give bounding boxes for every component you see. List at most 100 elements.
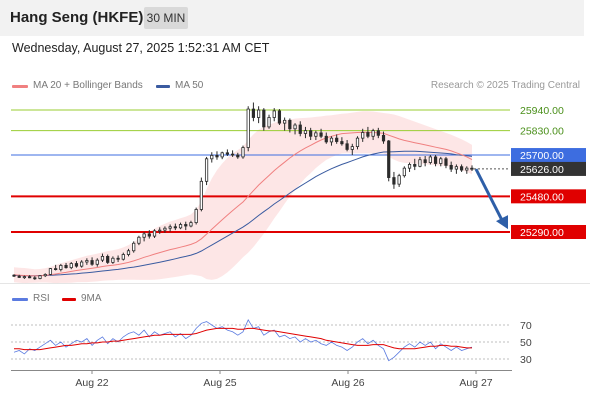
ma50-legend-label: MA 50 — [175, 80, 204, 91]
candle-body — [366, 132, 370, 137]
candle — [309, 127, 313, 141]
candle — [54, 264, 58, 271]
candle — [215, 151, 219, 160]
candle-body — [33, 277, 37, 280]
level-label-25700.00: 25700.00 — [520, 150, 564, 162]
candle-body — [80, 261, 84, 267]
candle — [329, 136, 334, 146]
rsi-tick-label-70: 70 — [520, 320, 532, 332]
candle — [178, 222, 183, 230]
candle — [17, 274, 21, 278]
candle — [381, 131, 386, 144]
candle-body — [387, 140, 391, 178]
candle-body — [272, 110, 276, 118]
candle-body — [17, 275, 21, 278]
candle — [407, 162, 412, 172]
candle-body — [381, 134, 386, 142]
candle-body — [236, 154, 240, 158]
candle-body — [132, 242, 136, 252]
candle — [345, 140, 349, 152]
candle — [106, 254, 110, 264]
candle — [64, 262, 68, 269]
candle-body — [116, 257, 120, 260]
candle — [293, 123, 297, 135]
candle — [69, 262, 73, 270]
candle-body — [158, 229, 162, 232]
candle — [402, 166, 406, 178]
candle — [418, 156, 422, 168]
candle-body — [444, 158, 448, 166]
candle — [392, 171, 396, 189]
candle — [95, 258, 99, 267]
header-bar: Hang Seng (HKFE) 30 MIN — [0, 0, 584, 36]
candle — [168, 224, 172, 232]
candle-body — [345, 143, 349, 150]
candle-body — [59, 265, 63, 270]
candle — [90, 257, 94, 266]
ma20-legend-label: MA 20 + Bollinger Bands — [33, 80, 143, 91]
candle — [335, 134, 339, 144]
rsi-ma-line — [14, 327, 472, 351]
candle-body — [90, 260, 94, 265]
candle — [465, 166, 469, 174]
candle-body — [199, 180, 203, 210]
candle — [449, 161, 453, 172]
candle-body — [43, 274, 47, 277]
candle — [340, 137, 344, 146]
candle-body — [168, 226, 172, 229]
candle — [210, 152, 214, 163]
candle-body — [204, 158, 209, 182]
candle-body — [184, 224, 188, 227]
candle — [262, 108, 266, 131]
candle — [59, 263, 63, 272]
candle-body — [428, 156, 432, 163]
candle-body — [309, 130, 313, 137]
candle — [246, 106, 250, 152]
candle — [43, 273, 47, 278]
instrument-title: Hang Seng (HKFE) — [10, 9, 144, 26]
level-label-25480.00: 25480.00 — [520, 191, 564, 203]
candle — [277, 109, 282, 126]
candle — [100, 253, 105, 263]
forecast-arrow-shaft — [474, 168, 505, 223]
candle-body — [262, 109, 266, 128]
candle-body — [433, 156, 438, 164]
candle — [371, 128, 375, 141]
candle — [272, 108, 276, 122]
candle-body — [283, 119, 287, 124]
level-label-box-25290.00 — [511, 225, 586, 239]
candle — [142, 232, 146, 242]
candle-body — [85, 260, 89, 263]
candle — [225, 149, 229, 156]
candle-body — [402, 167, 406, 177]
level-label-25626.00: 25626.00 — [520, 164, 564, 176]
candle — [173, 223, 177, 231]
candle — [433, 155, 438, 167]
x-tick-label: Aug 25 — [203, 377, 236, 389]
candle — [199, 177, 203, 212]
candle-body — [251, 108, 256, 118]
ma50-legend-swatch — [156, 85, 170, 88]
level-label-box-25480.00 — [511, 189, 586, 204]
candle — [251, 102, 256, 122]
candle — [459, 164, 464, 172]
candle — [361, 128, 365, 142]
candle — [444, 156, 448, 169]
ma20-legend-swatch — [12, 85, 28, 88]
candle — [454, 164, 458, 174]
candle — [152, 229, 157, 239]
candle — [376, 127, 380, 139]
candle-body — [163, 227, 167, 231]
candle-body — [314, 132, 318, 137]
candle — [38, 275, 42, 280]
candle-body — [470, 167, 474, 170]
rsi-tick-label-30: 30 — [520, 354, 532, 366]
candle — [194, 207, 198, 225]
timeframe-button[interactable]: 30 MIN — [144, 7, 188, 29]
candle-body — [142, 233, 146, 238]
candle — [324, 132, 328, 144]
candle — [314, 130, 318, 141]
candle-body — [267, 117, 271, 128]
candle — [189, 220, 193, 228]
candle — [158, 227, 162, 234]
